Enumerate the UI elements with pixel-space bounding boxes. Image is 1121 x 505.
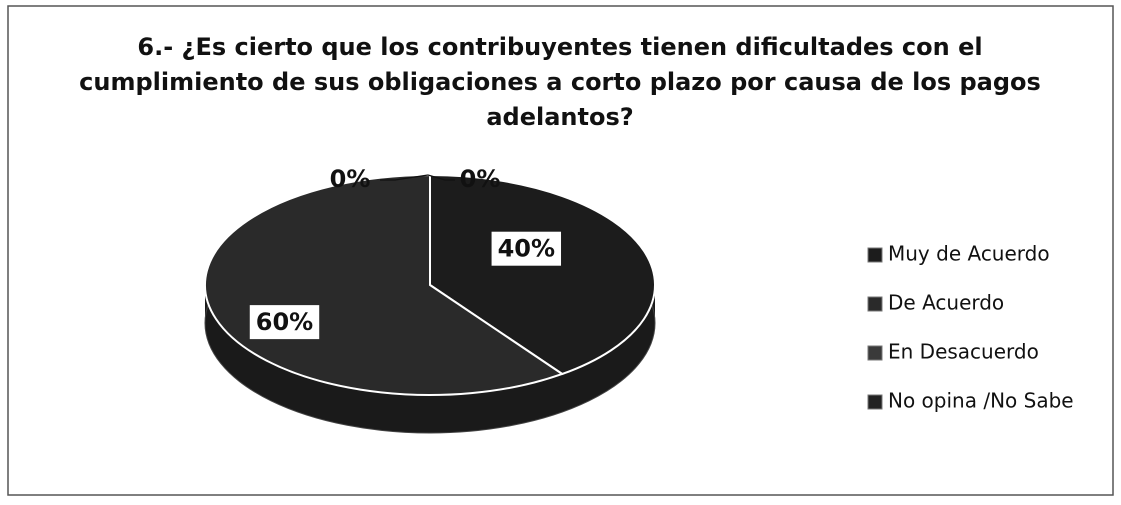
pie-slice [204,173,565,396]
title-line: cumplimiento de sus obligaciones a corto… [79,68,1041,96]
pie-slice [429,173,656,376]
leader-line [427,174,455,181]
data-label: 0% [460,165,501,193]
data-label: 0% [330,165,371,193]
legend-swatch [867,247,883,263]
legend-swatch [867,296,883,312]
title-line: adelantos? [486,103,633,131]
legend-label: En Desacuerdo [888,340,1039,364]
legend-label: No opina /No Sabe [888,389,1074,413]
data-label-box [491,231,562,266]
legend-label: Muy de Acuerdo [888,242,1050,266]
title-line: 6.- ¿Es cierto que los contribuyentes ti… [137,33,982,61]
data-label-box [249,305,320,340]
legend-label: De Acuerdo [888,291,1004,315]
legend-swatch [867,345,883,361]
legend-swatch [867,394,883,410]
data-label: 60% [256,308,313,336]
leader-line [380,174,429,181]
chart-title: 6.- ¿Es cierto que los contribuyentes ti… [79,33,1041,131]
data-label: 40% [498,235,555,263]
